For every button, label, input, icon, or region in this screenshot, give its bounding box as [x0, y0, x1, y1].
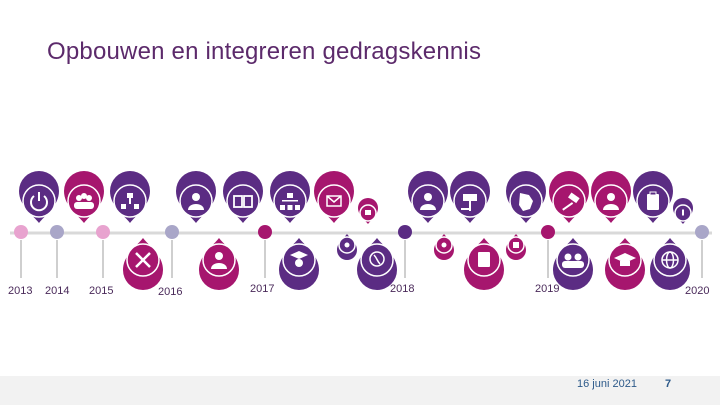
year-label-2017: 2017: [250, 283, 275, 295]
pin-bottom-building: [506, 234, 526, 260]
year-dot-2015: [96, 225, 110, 239]
brain-icon: [369, 251, 385, 267]
year-label-2014: 2014: [45, 285, 70, 297]
person-icon: [603, 193, 619, 210]
pin-bottom-dot-2: [434, 234, 454, 260]
dot-icon: [344, 242, 350, 248]
pin-top-clipboard: [633, 171, 673, 223]
org-chart-icon: [121, 193, 139, 209]
year-label-2018: 2018: [390, 283, 415, 295]
footer-bar: [0, 376, 720, 405]
envelope-icon: [326, 195, 342, 207]
pin-top-map: [506, 171, 546, 223]
year-label-2019: 2019: [535, 283, 560, 295]
small-square-icon: [365, 210, 371, 215]
year-ticks: [20, 240, 703, 278]
gavel-icon: [562, 192, 580, 211]
pin-bottom-group: [553, 238, 593, 290]
pin-bottom-graduation-cap: [605, 238, 645, 290]
sign-icon: [461, 194, 477, 211]
pin-top-envelope: [314, 171, 354, 223]
year-dot-2020: [695, 225, 709, 239]
tools-icon: [135, 252, 151, 268]
pin-bottom-document: [464, 238, 504, 290]
power-icon: [30, 192, 48, 212]
hierarchy-icon: [280, 193, 300, 210]
year-label-2016: 2016: [158, 286, 183, 298]
dot-icon: [441, 242, 447, 248]
map-icon: [519, 193, 533, 211]
info-icon: [682, 209, 684, 216]
pin-bottom-graduate: [279, 238, 319, 290]
clipboard-icon: [647, 191, 659, 210]
year-dot-2016: [165, 225, 179, 239]
pin-bottom-globe: [650, 238, 690, 290]
page-title: Opbouwen en integreren gedragskennis: [47, 38, 482, 65]
person-icon: [420, 193, 436, 210]
year-label-2013: 2013: [8, 285, 33, 297]
pin-top-person-2: [408, 171, 448, 223]
pin-top-power: [19, 171, 59, 223]
pin-top-sign: [450, 171, 490, 223]
year-dot-2019: [541, 225, 555, 239]
year-dot-2018: [398, 225, 412, 239]
pin-top-gavel: [549, 171, 589, 223]
person-icon: [211, 252, 227, 269]
graduation-cap-icon: [614, 253, 636, 266]
building-icon: [513, 242, 519, 248]
pin-top-hierarchy: [270, 171, 310, 223]
pin-bottom-dot-1: [337, 234, 357, 260]
year-label-2020: 2020: [685, 285, 710, 297]
group-icon: [562, 253, 584, 268]
timeline-graphic: [10, 171, 712, 290]
footer-date: 16 juni 2021: [577, 378, 637, 390]
pin-top-person-3: [591, 171, 631, 223]
pin-top-book: [223, 171, 263, 223]
year-dot-2013: [14, 225, 28, 239]
globe-icon: [661, 251, 679, 269]
person-icon: [188, 193, 204, 210]
year-dot-2017: [258, 225, 272, 239]
group-icon: [74, 193, 94, 209]
pin-bottom-tools: [123, 238, 163, 290]
page-number: 7: [665, 378, 672, 390]
document-icon: [478, 252, 490, 267]
pin-bottom-brain: [357, 238, 397, 290]
pin-top-org-chart: [110, 171, 150, 223]
year-label-2015: 2015: [89, 285, 114, 297]
year-dot-2014: [50, 225, 64, 239]
pin-top-person-1: [176, 171, 216, 223]
pin-top-group: [64, 171, 104, 223]
pin-top-small-square: [358, 198, 378, 224]
book-icon: [233, 195, 253, 208]
pin-top-info: [673, 198, 693, 224]
pin-bottom-person: [199, 238, 239, 290]
graduate-icon: [290, 251, 308, 267]
